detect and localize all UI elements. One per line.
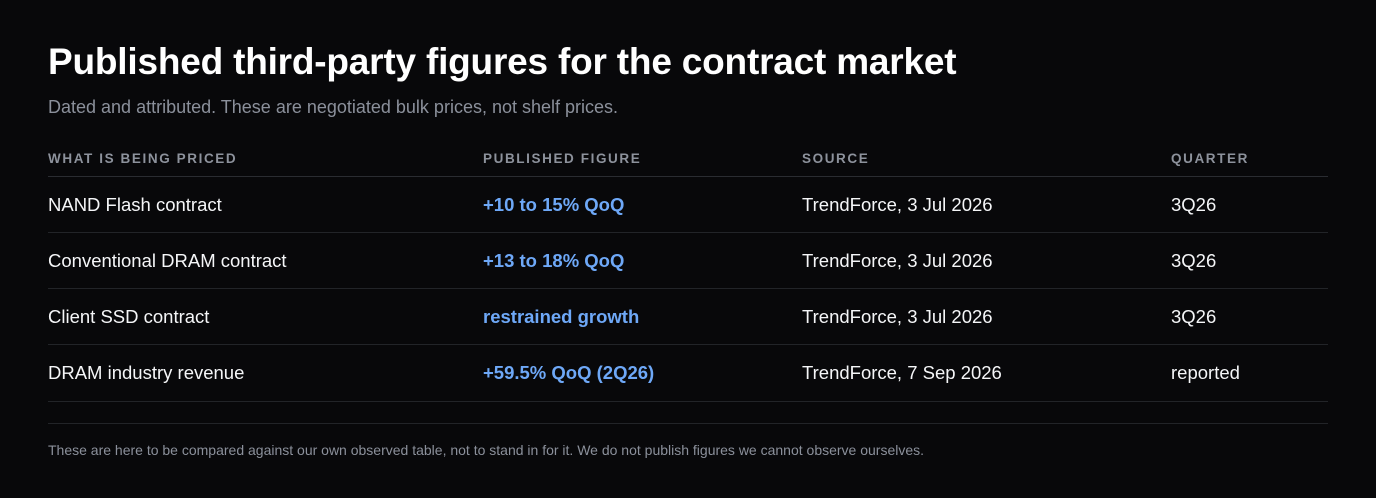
source-cell: TrendForce, 3 Jul 2026 — [802, 288, 1171, 345]
quarter-cell: 3Q26 — [1171, 176, 1328, 233]
quarter-cell: 3Q26 — [1171, 232, 1328, 289]
figure-cell: +13 to 18% QoQ — [483, 232, 802, 289]
table-row: Conventional DRAM contract +13 to 18% Qo… — [48, 232, 1328, 289]
quarter-cell: reported — [1171, 344, 1328, 402]
figure-cell: +59.5% QoQ (2Q26) — [483, 344, 802, 402]
footnote: These are here to be compared against ou… — [48, 442, 925, 458]
figure-cell: +10 to 15% QoQ — [483, 176, 802, 233]
table-header-row: WHAT IS BEING PRICED PUBLISHED FIGURE SO… — [48, 140, 1328, 177]
table-row: Client SSD contract restrained growth Tr… — [48, 288, 1328, 345]
table-row: NAND Flash contract +10 to 15% QoQ Trend… — [48, 176, 1328, 233]
source-cell: TrendForce, 3 Jul 2026 — [802, 176, 1171, 233]
item-cell: NAND Flash contract — [48, 176, 483, 233]
figures-table: WHAT IS BEING PRICED PUBLISHED FIGURE SO… — [48, 140, 1328, 402]
figure-cell: restrained growth — [483, 288, 802, 345]
item-cell: DRAM industry revenue — [48, 344, 483, 402]
quarter-cell: 3Q26 — [1171, 288, 1328, 345]
column-header-figure: PUBLISHED FIGURE — [483, 140, 802, 177]
column-header-item: WHAT IS BEING PRICED — [48, 140, 483, 177]
column-header-source: SOURCE — [802, 140, 1171, 177]
section-subtitle: Dated and attributed. These are negotiat… — [48, 97, 619, 117]
footnote-divider — [48, 423, 1328, 424]
column-header-quarter: QUARTER — [1171, 140, 1328, 177]
section-title: Published third-party figures for the co… — [48, 41, 957, 82]
item-cell: Conventional DRAM contract — [48, 232, 483, 289]
table-row: DRAM industry revenue +59.5% QoQ (2Q26) … — [48, 344, 1328, 402]
item-cell: Client SSD contract — [48, 288, 483, 345]
source-cell: TrendForce, 3 Jul 2026 — [802, 232, 1171, 289]
source-cell: TrendForce, 7 Sep 2026 — [802, 344, 1171, 402]
